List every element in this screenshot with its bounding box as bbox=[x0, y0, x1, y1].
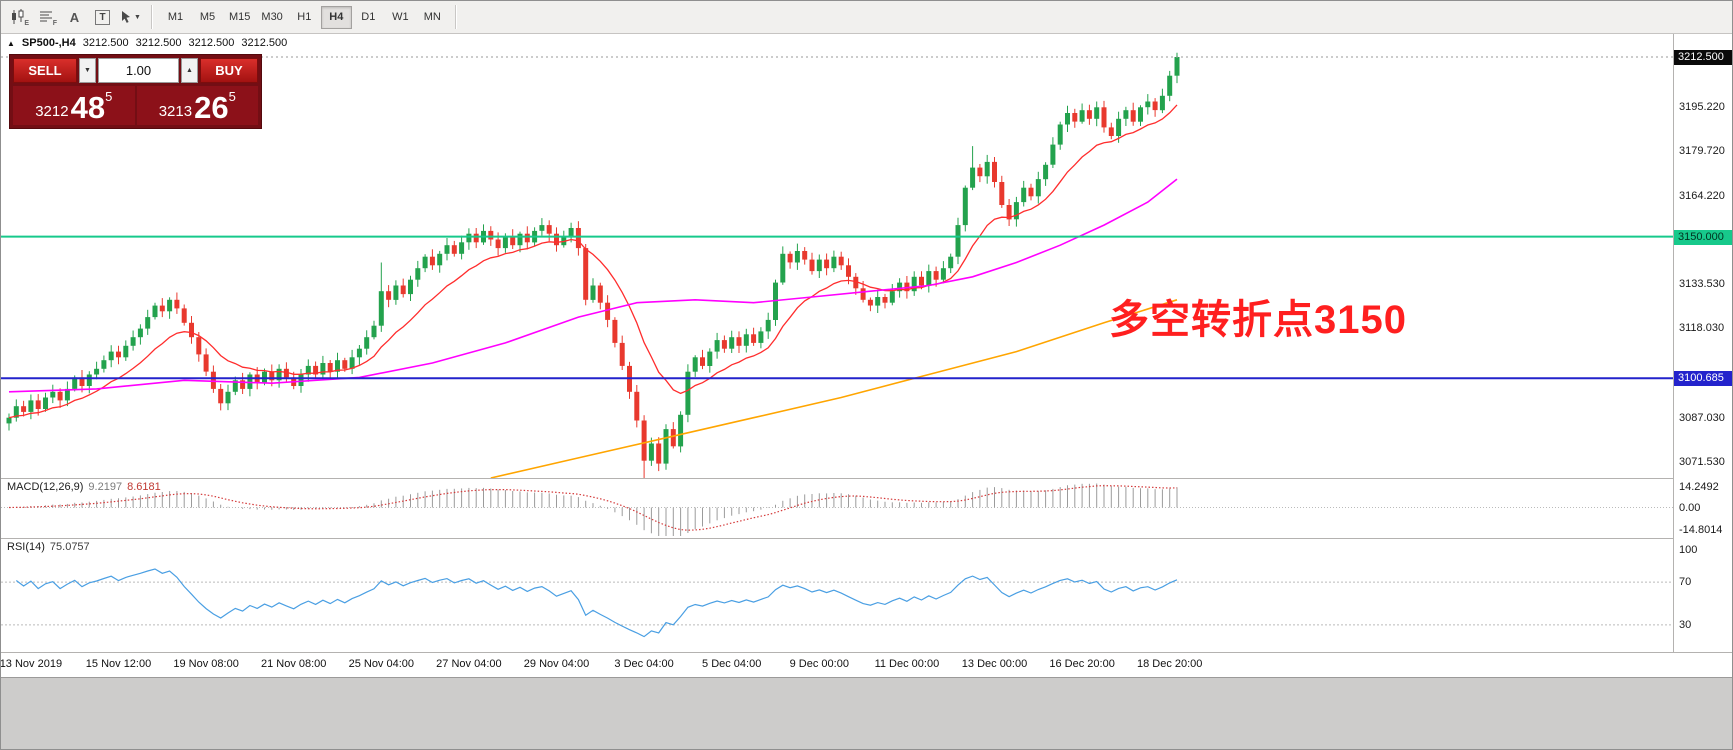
volume-stepper-up-button[interactable]: ▲ bbox=[181, 58, 198, 83]
macd-axis-label: 14.2492 bbox=[1679, 481, 1719, 493]
time-axis-label: 18 Dec 20:00 bbox=[1136, 658, 1203, 670]
rsi-indicator-label: RSI(14) 75.0757 bbox=[7, 541, 90, 553]
time-axis-label: 5 Dec 04:00 bbox=[702, 658, 762, 670]
panel-divider[interactable] bbox=[1, 478, 1732, 479]
time-axis-label: 15 Nov 12:00 bbox=[85, 658, 152, 670]
toolbar-separator bbox=[454, 5, 457, 29]
timeframe-m1[interactable]: M1 bbox=[160, 6, 191, 29]
price-scale[interactable]: 3210.7203195.2203179.7203164.2203133.530… bbox=[1673, 34, 1732, 652]
ask-price[interactable]: 3213 26 5 bbox=[136, 86, 258, 125]
macd-name: MACD(12,26,9) bbox=[7, 481, 84, 493]
time-axis-label: 13 Nov 2019 bbox=[0, 658, 63, 670]
chevron-down-icon: ▼ bbox=[134, 13, 141, 21]
rsi-axis-label: 30 bbox=[1679, 619, 1692, 631]
timeframe-w1[interactable]: W1 bbox=[385, 6, 416, 29]
rsi-value: 75.0757 bbox=[49, 541, 90, 553]
window-background bbox=[1, 677, 1732, 749]
chart-annotation-text: 多空转折点3150 bbox=[1109, 298, 1407, 342]
price-tick-label: 3071.530 bbox=[1679, 456, 1725, 468]
price-level-label: 3100.685 bbox=[1674, 371, 1732, 386]
price-tick-label: 3195.220 bbox=[1679, 101, 1725, 113]
price-tick-label: 3164.220 bbox=[1679, 190, 1725, 202]
time-axis-label: 19 Nov 08:00 bbox=[173, 658, 239, 670]
timeframe-m5[interactable]: M5 bbox=[192, 6, 223, 29]
price-tick-label: 3118.030 bbox=[1679, 322, 1725, 334]
toolbar-icon-group: E F A T ▼ bbox=[5, 5, 144, 29]
bid-pip-digit: 5 bbox=[105, 89, 113, 104]
symbol-timeframe-label: SP500-,H4 bbox=[21, 37, 76, 49]
timeframe-m30[interactable]: M30 bbox=[256, 6, 287, 29]
time-axis-label: 16 Dec 20:00 bbox=[1049, 658, 1115, 670]
chart-candles-icon[interactable]: E bbox=[5, 5, 32, 29]
bid-ask-row: 3212 48 5 3213 26 5 bbox=[13, 86, 258, 125]
rsi-name: RSI(14) bbox=[7, 541, 45, 553]
volume-dropdown-button[interactable]: ▼ bbox=[79, 58, 96, 83]
rsi-axis-label: 100 bbox=[1679, 544, 1698, 556]
ohlc-close: 3212.500 bbox=[241, 37, 288, 49]
time-axis-label: 21 Nov 08:00 bbox=[260, 658, 327, 670]
main-chart[interactable] bbox=[1, 34, 1673, 478]
bid-price[interactable]: 3212 48 5 bbox=[13, 86, 135, 125]
time-axis-label: 3 Dec 04:00 bbox=[614, 658, 674, 670]
macd-main-value: 9.2197 bbox=[88, 481, 123, 493]
timeframe-m15[interactable]: M15 bbox=[224, 6, 255, 29]
macd-indicator-chart bbox=[1, 483, 1673, 536]
panel-divider[interactable] bbox=[1, 538, 1732, 539]
one-click-collapse-toggle[interactable]: ▲ bbox=[7, 38, 15, 48]
macd-axis-label: -14.8014 bbox=[1679, 524, 1723, 536]
rsi-indicator-chart bbox=[1, 568, 1673, 638]
candlestick-glyph bbox=[12, 9, 24, 24]
time-axis-label: 25 Nov 04:00 bbox=[348, 658, 415, 670]
timeframe-mn[interactable]: MN bbox=[417, 6, 448, 29]
time-axis-label: 27 Nov 04:00 bbox=[436, 658, 502, 670]
indicator-list-icon[interactable]: F bbox=[33, 5, 60, 29]
toolbar-separator bbox=[151, 5, 153, 29]
timeframe-group: M1 M5 M15 M30 H1 H4 D1 W1 MN bbox=[160, 5, 448, 29]
rsi-axis-label: 70 bbox=[1679, 576, 1692, 588]
timeframe-h1[interactable]: H1 bbox=[289, 6, 320, 29]
time-axis-label: 29 Nov 04:00 bbox=[523, 658, 590, 670]
bid-main-digits: 48 bbox=[70, 90, 106, 125]
time-axis-label: 11 Dec 00:00 bbox=[874, 658, 940, 670]
macd-signal-value: 8.6181 bbox=[127, 481, 161, 493]
buy-button[interactable]: BUY bbox=[200, 58, 258, 83]
icon-subscript: E bbox=[24, 20, 29, 27]
ask-pip-digit: 5 bbox=[228, 89, 236, 104]
icon-subscript: F bbox=[52, 20, 57, 27]
price-tick-label: 3133.530 bbox=[1679, 278, 1725, 290]
levels-glyph bbox=[39, 11, 52, 22]
ask-prefix: 3213 bbox=[158, 103, 193, 120]
macd-indicator-label: MACD(12,26,9) 9.2197 8.6181 bbox=[7, 481, 161, 493]
bid-prefix: 3212 bbox=[35, 103, 69, 120]
current-price-label: 3212.500 bbox=[1674, 50, 1732, 65]
price-tick-label: 3087.030 bbox=[1679, 412, 1725, 424]
time-axis[interactable]: 13 Nov 2019 15 Nov 12:00 19 Nov 08:00 21 No… bbox=[0, 652, 1732, 677]
time-axis-label: 13 Dec 00:00 bbox=[961, 658, 1028, 670]
timeframe-h4[interactable]: H4 bbox=[320, 5, 352, 29]
text-label-icon[interactable]: A bbox=[61, 5, 88, 29]
ohlc-open: 3212.500 bbox=[82, 37, 129, 49]
macd-axis-label: 0.00 bbox=[1679, 502, 1701, 514]
trade-controls-row: SELL ▼ ▲ BUY bbox=[13, 58, 258, 83]
price-level-label: 3150.000 bbox=[1674, 230, 1732, 245]
crosshair-cursor-icon[interactable]: ▼ bbox=[117, 5, 144, 29]
ask-main-digits: 26 bbox=[194, 90, 229, 125]
cursor-glyph bbox=[122, 11, 131, 23]
ohlc-low: 3212.500 bbox=[188, 37, 235, 49]
chart-status-line: ▲ SP500-,H4 3212.500 3212.500 3212.500 3… bbox=[7, 37, 287, 49]
time-axis-label: 9 Dec 00:00 bbox=[789, 658, 849, 670]
price-tick-label: 3179.720 bbox=[1679, 145, 1725, 157]
timeframe-d1[interactable]: D1 bbox=[353, 6, 384, 29]
sell-button[interactable]: SELL bbox=[13, 58, 77, 83]
toolbar: E F A T ▼ bbox=[1, 1, 1732, 34]
chart-window: ▲ SP500-,H4 3212.500 3212.500 3212.500 3… bbox=[0, 34, 1732, 677]
volume-input[interactable] bbox=[98, 58, 179, 83]
text-box-icon[interactable]: T bbox=[89, 5, 116, 29]
ohlc-high: 3212.500 bbox=[135, 37, 182, 49]
